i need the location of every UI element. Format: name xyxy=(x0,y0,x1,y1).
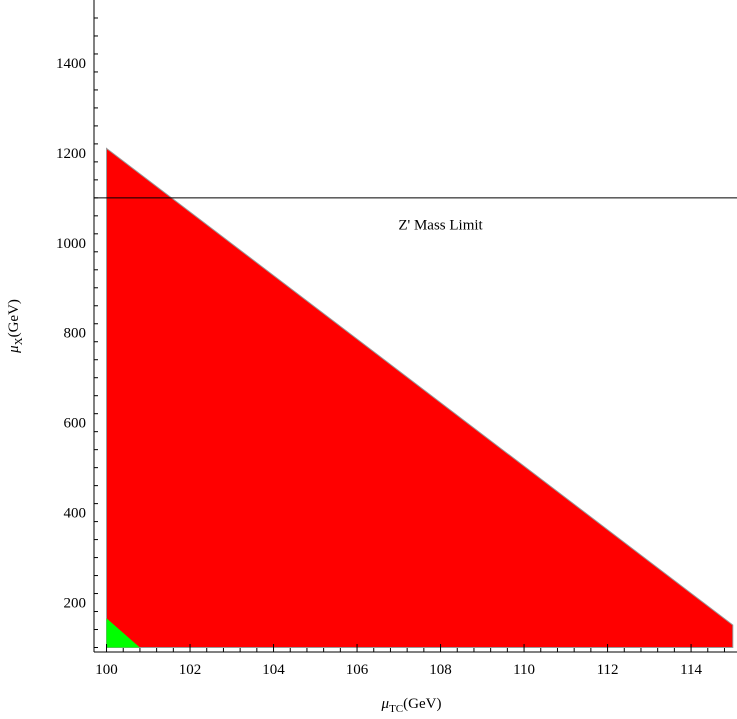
y-tick-label: 1400 xyxy=(56,56,86,72)
y-axis-label: μX(GeV) xyxy=(6,299,25,354)
x-tick-label: 114 xyxy=(680,662,702,678)
x-tick-label: 100 xyxy=(95,662,118,678)
allowed-region-green xyxy=(106,618,140,648)
x-tick-label: 106 xyxy=(346,662,369,678)
y-tick-label: 200 xyxy=(64,596,87,612)
reference-lines: Z' Mass Limit xyxy=(94,197,737,233)
x-tick-label: 112 xyxy=(597,662,619,678)
x-axis-label: μTC(GeV) xyxy=(381,696,442,715)
y-tick-label: 1000 xyxy=(56,236,86,252)
y-tick-label: 800 xyxy=(64,326,87,342)
z-mass-limit-label: Z' Mass Limit xyxy=(398,217,483,233)
x-tick-label: 110 xyxy=(513,662,535,678)
x-tick-label: 102 xyxy=(179,662,202,678)
x-tick-label: 108 xyxy=(429,662,452,678)
y-tick-label: 600 xyxy=(64,416,87,432)
y-tick-label: 1200 xyxy=(56,146,86,162)
axes xyxy=(93,0,737,653)
ticks: 100 102 104 106 108 110 112 114 200 400 600 800 1000… xyxy=(56,17,725,678)
x-tick-label: 104 xyxy=(262,662,285,678)
y-tick-label: 400 xyxy=(64,506,87,522)
